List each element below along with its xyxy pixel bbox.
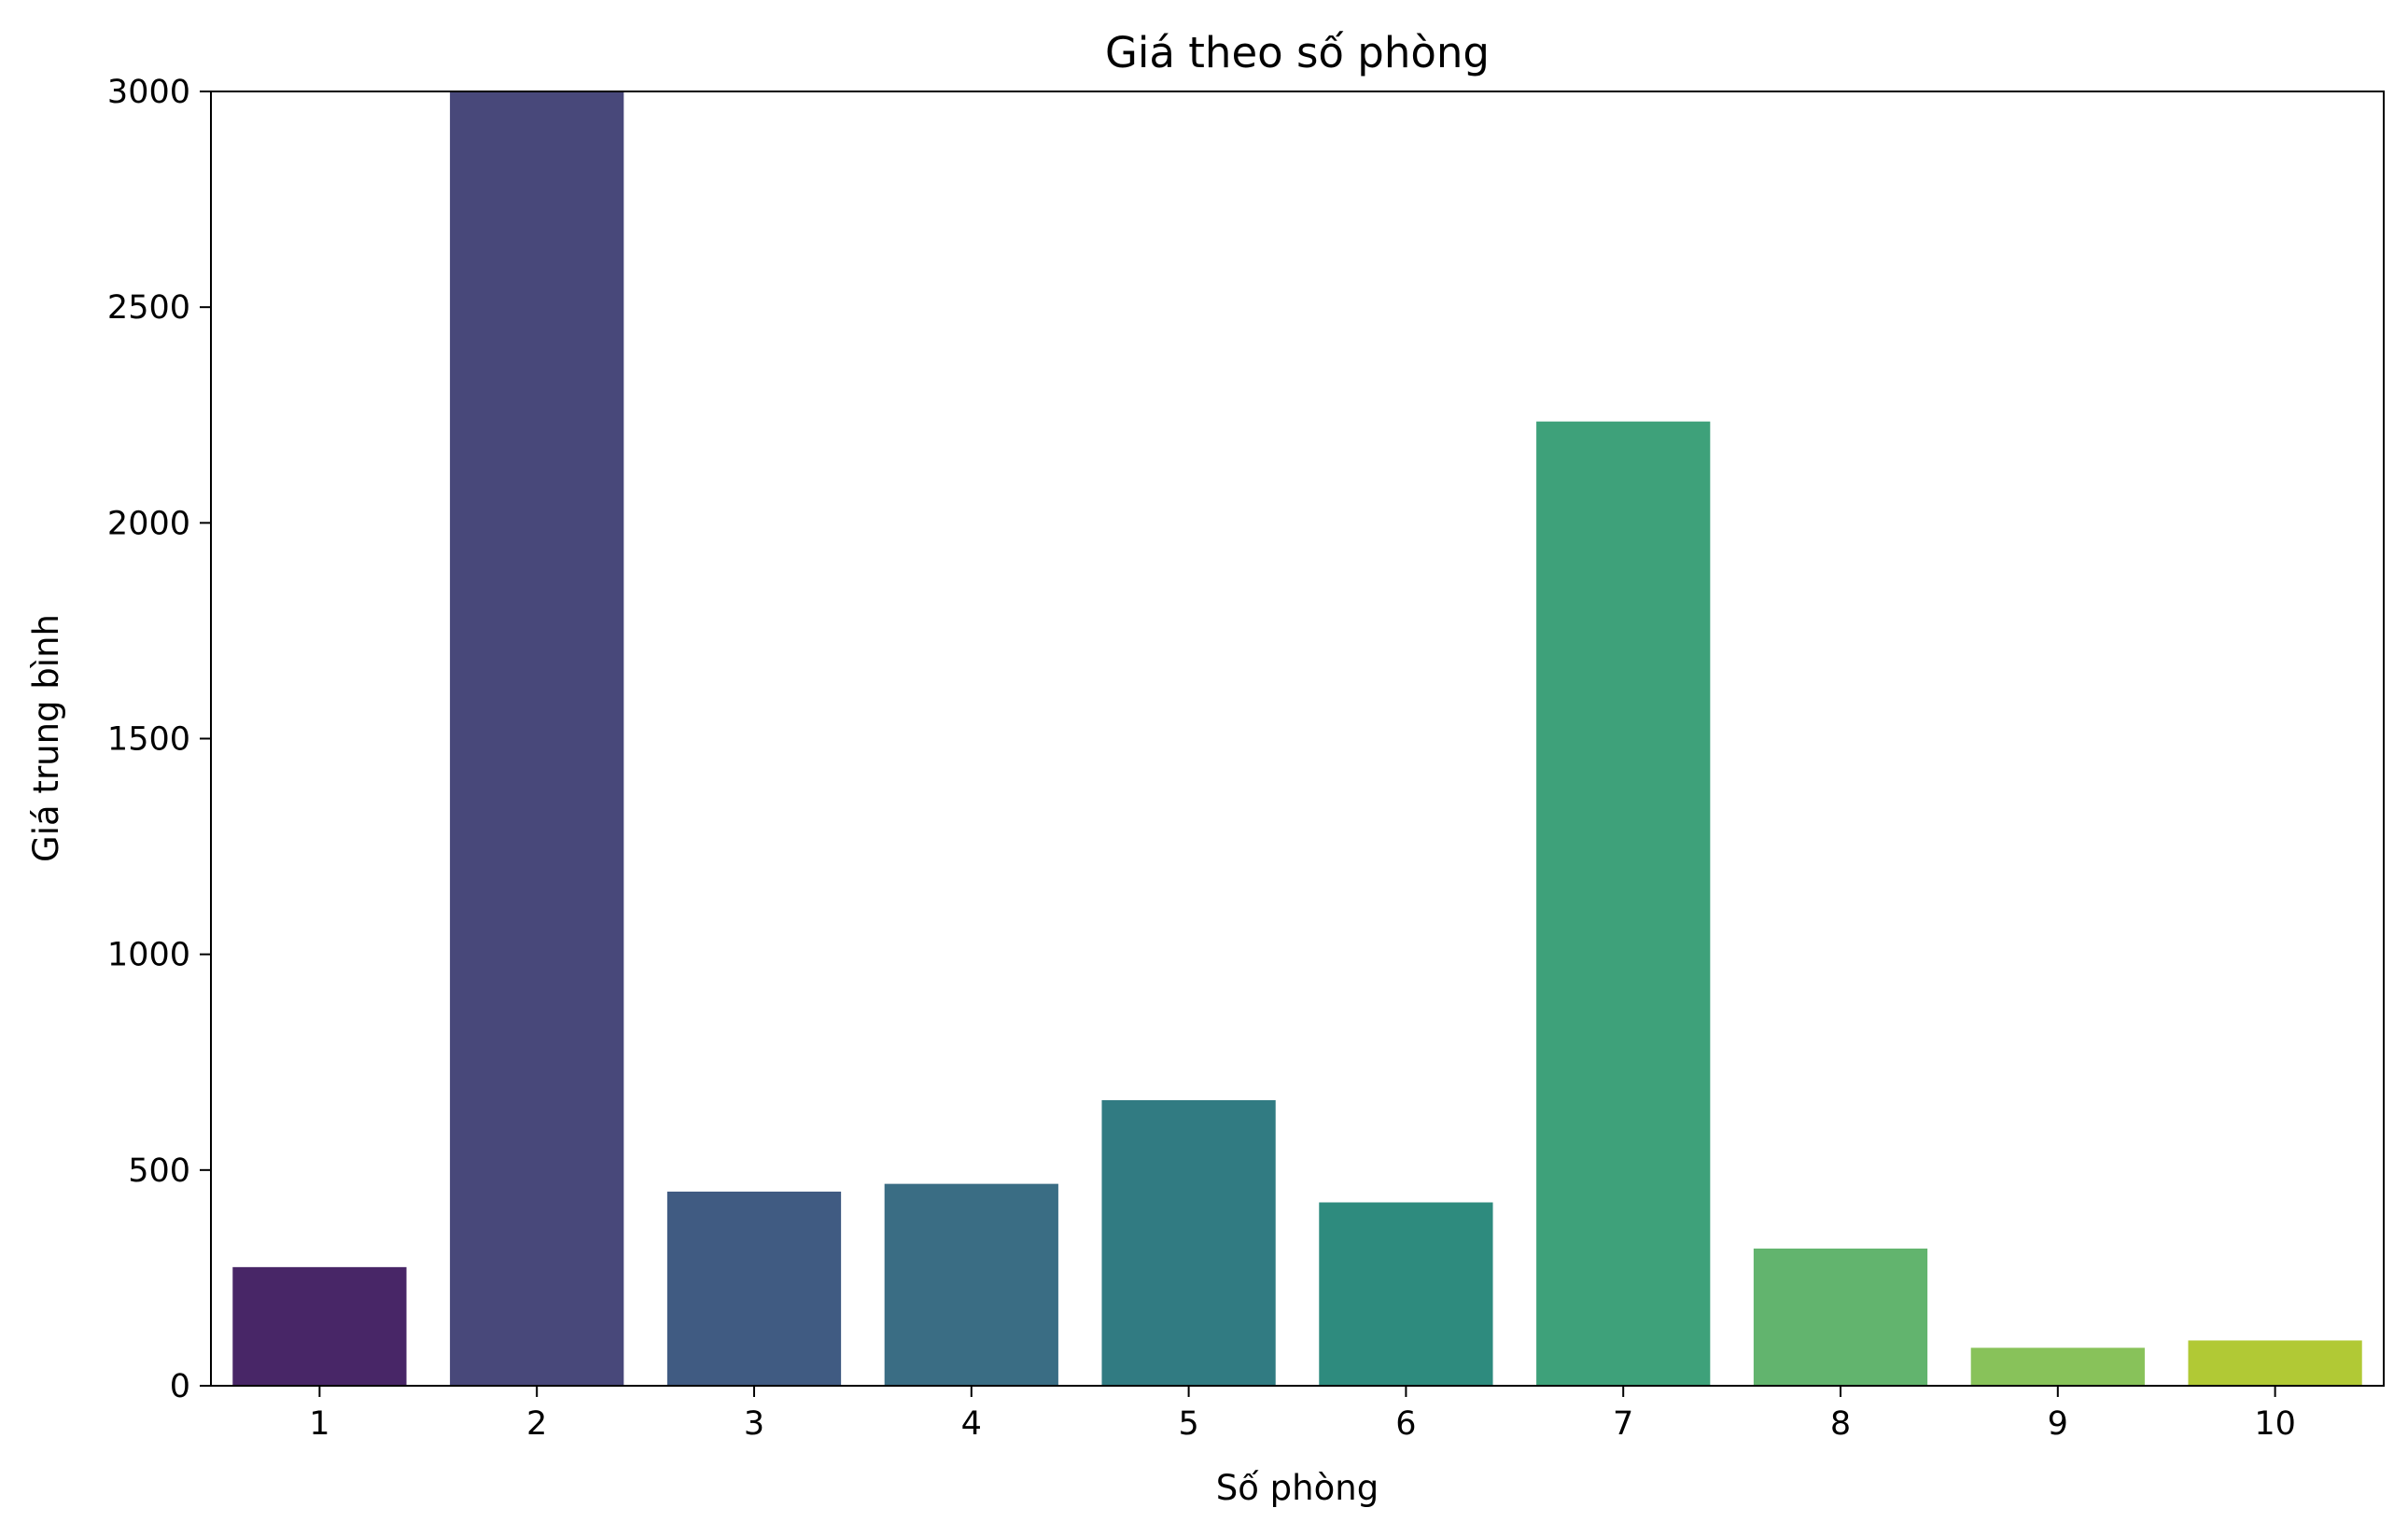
y-tick-label: 2000	[107, 505, 190, 542]
y-tick-label: 500	[128, 1152, 190, 1190]
bar-10	[2188, 1340, 2362, 1386]
x-axis: 1 2 3 4 5 6 7 8 9 10	[309, 1386, 2296, 1443]
x-tick-label: 1	[309, 1405, 329, 1443]
x-tick-label: 9	[2048, 1405, 2068, 1443]
bar-7	[1536, 421, 1711, 1386]
bar-2	[450, 91, 624, 1386]
bar-6	[1319, 1202, 1493, 1386]
bar-3	[666, 1191, 842, 1386]
y-tick-label: 0	[170, 1368, 190, 1405]
y-tick-label: 1500	[107, 721, 190, 759]
chart-title: Giá theo số phòng	[1105, 28, 1490, 77]
bar-1	[232, 1266, 407, 1386]
x-tick-label: 7	[1613, 1405, 1633, 1443]
x-tick-label: 2	[526, 1405, 547, 1443]
bar-4	[884, 1183, 1058, 1386]
y-tick-label: 3000	[107, 74, 190, 111]
y-axis-label: Giá trung bình	[26, 614, 66, 862]
y-axis: 0 500 1000 1500 2000 2500 3000	[107, 74, 211, 1405]
x-tick-label: 8	[1830, 1405, 1851, 1443]
x-tick-label: 3	[744, 1405, 764, 1443]
bar-8	[1753, 1248, 1928, 1386]
bars-group	[232, 91, 2362, 1386]
y-tick-label: 1000	[107, 937, 190, 974]
y-tick-label: 2500	[107, 289, 190, 327]
x-tick-label: 10	[2254, 1405, 2296, 1443]
x-tick-label: 5	[1178, 1405, 1198, 1443]
x-tick-label: 6	[1395, 1405, 1416, 1443]
x-axis-label: Số phòng	[1216, 1468, 1379, 1508]
bar-9	[1970, 1347, 2145, 1386]
x-tick-label: 4	[961, 1405, 982, 1443]
bar-5	[1101, 1099, 1276, 1386]
